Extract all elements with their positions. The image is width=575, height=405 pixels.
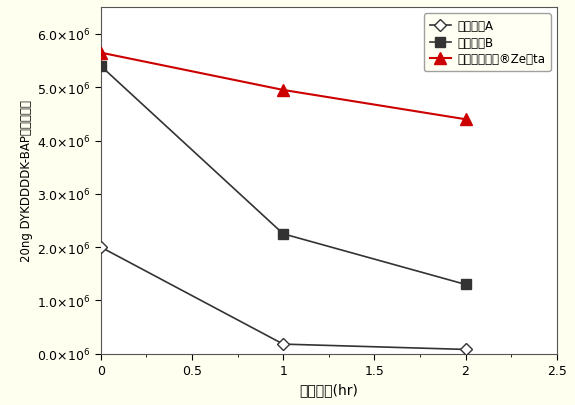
- 発光試薬A: [462, 347, 469, 352]
- Y-axis label: 20ng DYKDDDDK-BAPの発光強度: 20ng DYKDDDDK-BAPの発光強度: [20, 100, 33, 262]
- X-axis label: 経過時間(hr): 経過時間(hr): [300, 383, 358, 396]
- Line: イムノスター®Zeーta: イムノスター®Zeーta: [95, 48, 471, 126]
- Line: 発光試薬B: 発光試薬B: [96, 62, 470, 290]
- 発光試薬B: [97, 64, 104, 69]
- 発光試薬B: [279, 232, 286, 237]
- 発光試薬A: [279, 342, 286, 347]
- イムノスター®Zeーta: [462, 117, 469, 122]
- 発光試薬A: [97, 245, 104, 250]
- イムノスター®Zeーta: [279, 88, 286, 93]
- 発光試薬B: [462, 282, 469, 287]
- Legend: 発光試薬A, 発光試薬B, イムノスター®Zeーta: 発光試薬A, 発光試薬B, イムノスター®Zeーta: [424, 14, 551, 72]
- イムノスター®Zeーta: [97, 51, 104, 56]
- Line: 発光試薬A: 発光試薬A: [97, 243, 470, 354]
